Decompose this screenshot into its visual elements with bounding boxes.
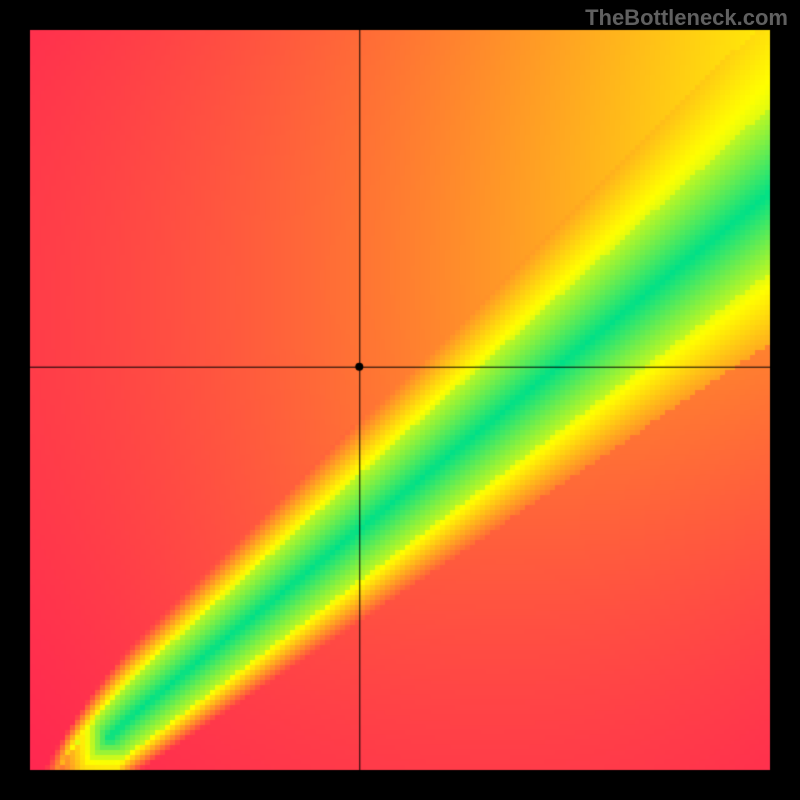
bottleneck-heatmap bbox=[0, 0, 800, 800]
chart-container: TheBottleneck.com bbox=[0, 0, 800, 800]
watermark-text: TheBottleneck.com bbox=[585, 5, 788, 31]
